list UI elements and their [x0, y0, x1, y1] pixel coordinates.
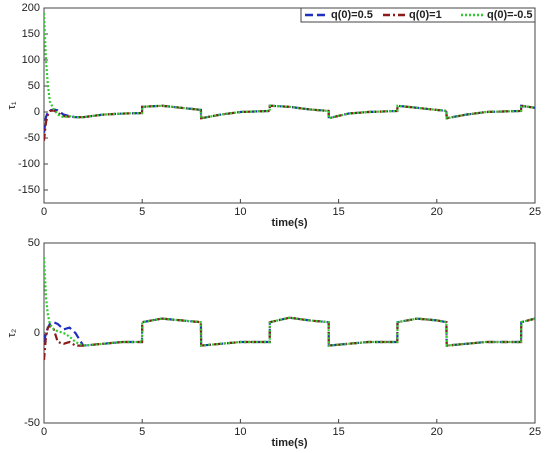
y-tick-label: -100 — [18, 158, 40, 170]
x-axis-label: time(s) — [271, 217, 307, 229]
plot-frame — [43, 7, 536, 204]
legend-label: q(0)=1 — [409, 9, 442, 21]
legend-box — [300, 7, 536, 23]
legend-label: q(0)=0.5 — [331, 9, 373, 21]
y-tick-label: 0 — [34, 106, 40, 118]
x-tick-label: 25 — [529, 426, 541, 438]
series-line — [44, 13, 535, 120]
y-tick-label: 0 — [34, 327, 40, 339]
y-tick-label: 50 — [28, 237, 40, 249]
x-tick-label: 5 — [139, 426, 145, 438]
y-tick-label: -50 — [24, 417, 40, 429]
series-line — [44, 257, 535, 347]
series-line — [44, 104, 535, 141]
series-line — [44, 104, 535, 133]
x-tick-label: 10 — [234, 426, 246, 438]
plot-frame — [43, 242, 536, 424]
x-tick-label: 15 — [332, 206, 344, 218]
x-tick-label: 10 — [234, 206, 246, 218]
x-tick-label: 25 — [529, 206, 541, 218]
x-tick-label: 20 — [431, 426, 443, 438]
y-axis-label: τ₂ — [6, 329, 18, 338]
x-tick-label: 15 — [332, 426, 344, 438]
x-tick-label: 5 — [139, 206, 145, 218]
y-axis-label: τ₁ — [6, 101, 18, 109]
legend-label: q(0)=-0.5 — [487, 9, 533, 21]
x-tick-label: 20 — [431, 206, 443, 218]
y-tick-label: 200 — [22, 2, 40, 14]
series-line — [44, 316, 535, 361]
y-tick-label: 50 — [28, 80, 40, 92]
y-tick-label: -50 — [24, 132, 40, 144]
x-tick-label: 0 — [41, 206, 47, 218]
x-axis-label: time(s) — [271, 437, 307, 449]
x-tick-label: 0 — [41, 426, 47, 438]
y-tick-label: 100 — [22, 54, 40, 66]
y-tick-label: -150 — [18, 184, 40, 196]
y-tick-label: 150 — [22, 28, 40, 40]
